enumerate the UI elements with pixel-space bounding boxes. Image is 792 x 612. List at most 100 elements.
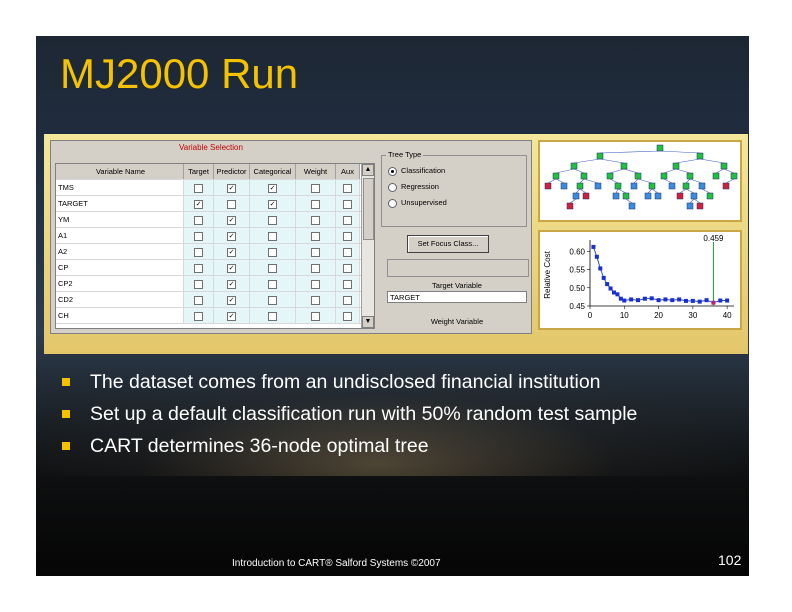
predictor-checkbox[interactable]: ✓ [227, 231, 236, 241]
cost-data-point[interactable] [670, 298, 675, 303]
target-checkbox[interactable] [194, 295, 203, 305]
cost-data-point[interactable] [642, 296, 647, 301]
categorical-checkbox[interactable] [268, 231, 277, 241]
variable-name-cell[interactable]: TMS [56, 180, 184, 195]
categorical-checkbox[interactable] [268, 279, 277, 289]
tree-node[interactable] [560, 182, 568, 190]
cost-data-point[interactable] [684, 298, 688, 303]
target-checkbox[interactable]: ✓ [194, 199, 203, 209]
cost-data-point[interactable] [649, 296, 654, 301]
tree-node[interactable] [606, 172, 614, 180]
tree-node[interactable] [572, 192, 580, 200]
tree-node[interactable] [648, 182, 656, 190]
cost-data-point[interactable] [718, 298, 723, 303]
categorical-checkbox[interactable]: ✓ [268, 199, 277, 209]
weight-checkbox[interactable] [311, 279, 320, 289]
scroll-down-arrow-icon[interactable]: ▼ [362, 316, 374, 328]
tree-node[interactable] [552, 172, 560, 180]
predictor-checkbox[interactable]: ✓ [227, 311, 236, 321]
aux-checkbox[interactable] [343, 199, 352, 209]
predictor-checkbox[interactable]: ✓ [227, 295, 236, 305]
cost-data-point[interactable] [697, 299, 702, 304]
table-row[interactable]: CH ✓ [56, 308, 374, 324]
target-checkbox[interactable] [194, 279, 203, 289]
weight-checkbox[interactable] [311, 295, 320, 305]
variable-name-cell[interactable]: CH [56, 308, 184, 323]
weight-checkbox[interactable] [311, 215, 320, 225]
tree-node[interactable] [634, 172, 642, 180]
tree-node[interactable] [622, 192, 630, 200]
tree-node[interactable] [576, 182, 584, 190]
predictor-checkbox[interactable]: ✓ [227, 263, 236, 273]
target-checkbox[interactable] [194, 247, 203, 257]
radio-unsupervised[interactable]: Unsupervised [388, 198, 447, 208]
tree-node[interactable] [672, 162, 680, 170]
categorical-checkbox[interactable] [268, 215, 277, 225]
cost-data-point[interactable] [663, 297, 668, 302]
predictor-checkbox[interactable]: ✓ [227, 279, 236, 289]
column-header-target[interactable]: Target [184, 164, 214, 179]
cost-data-point[interactable] [601, 275, 606, 280]
table-row[interactable]: A1 ✓ [56, 228, 374, 244]
weight-checkbox[interactable] [311, 263, 320, 273]
aux-checkbox[interactable] [343, 263, 352, 273]
table-row[interactable]: A2 ✓ [56, 244, 374, 260]
categorical-checkbox[interactable] [268, 263, 277, 273]
predictor-checkbox[interactable]: ✓ [227, 183, 236, 193]
weight-checkbox[interactable] [311, 199, 320, 209]
column-header-variable-name[interactable]: Variable Name [56, 164, 184, 179]
column-header-categorical[interactable]: Categorical [250, 164, 296, 179]
radio-classification-dot[interactable] [388, 166, 397, 176]
variable-name-cell[interactable]: A1 [56, 228, 184, 243]
aux-checkbox[interactable] [343, 295, 352, 305]
variable-name-cell[interactable]: YM [56, 212, 184, 227]
column-header-aux[interactable]: Aux [336, 164, 360, 179]
tree-node[interactable] [570, 162, 578, 170]
tree-node[interactable] [690, 192, 698, 200]
variable-name-cell[interactable]: TARGET [56, 196, 184, 211]
radio-unsupervised-dot[interactable] [388, 198, 397, 208]
set-focus-class-button[interactable]: Set Focus Class... [407, 235, 489, 253]
tree-node[interactable] [656, 144, 664, 152]
tree-node[interactable] [696, 152, 704, 160]
tree-node[interactable] [722, 182, 730, 190]
aux-checkbox[interactable] [343, 279, 352, 289]
cost-data-point[interactable] [704, 298, 709, 303]
tree-node[interactable] [686, 172, 694, 180]
cost-data-point[interactable] [711, 300, 716, 305]
table-row[interactable]: CD2 ✓ [56, 292, 374, 308]
tree-node[interactable] [612, 192, 620, 200]
predictor-checkbox[interactable]: ✓ [227, 247, 236, 257]
tree-node[interactable] [654, 192, 662, 200]
target-checkbox[interactable] [194, 215, 203, 225]
cost-data-point[interactable] [598, 266, 603, 271]
tree-node[interactable] [706, 192, 714, 200]
tree-node[interactable] [596, 152, 604, 160]
tree-node[interactable] [696, 202, 704, 210]
tree-node[interactable] [544, 182, 552, 190]
aux-checkbox[interactable] [343, 183, 352, 193]
tree-node[interactable] [686, 202, 694, 210]
cost-data-point[interactable] [690, 298, 695, 303]
aux-checkbox[interactable] [343, 231, 352, 241]
weight-checkbox[interactable] [311, 183, 320, 193]
tree-node[interactable] [698, 182, 706, 190]
tree-node[interactable] [580, 172, 588, 180]
cost-data-point[interactable] [656, 298, 661, 303]
tree-node[interactable] [730, 172, 738, 180]
cost-data-point[interactable] [636, 298, 640, 303]
aux-checkbox[interactable] [343, 311, 352, 321]
cost-data-point[interactable] [677, 297, 682, 302]
categorical-checkbox[interactable] [268, 311, 277, 321]
predictor-checkbox[interactable]: ✓ [227, 215, 236, 225]
categorical-checkbox[interactable] [268, 247, 277, 257]
scroll-thumb[interactable] [363, 178, 374, 240]
variable-name-cell[interactable]: CP [56, 260, 184, 275]
cost-data-point[interactable] [618, 296, 623, 301]
tree-node[interactable] [660, 172, 668, 180]
table-row[interactable]: TMS ✓ ✓ [56, 180, 374, 196]
tree-node[interactable] [676, 192, 684, 200]
target-variable-field[interactable]: TARGET [387, 291, 527, 303]
weight-checkbox[interactable] [311, 247, 320, 257]
vertical-scrollbar[interactable]: ▲ ▼ [361, 164, 374, 328]
